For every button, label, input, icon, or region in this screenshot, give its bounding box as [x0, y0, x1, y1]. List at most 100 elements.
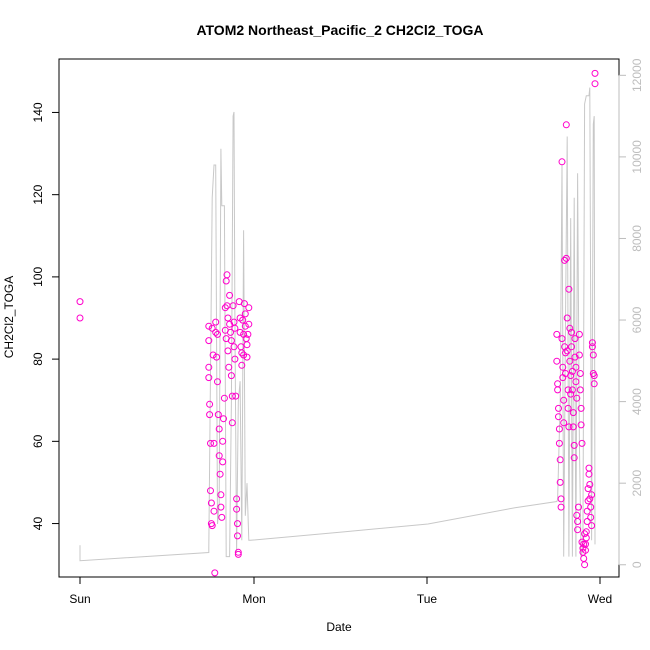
- data-point: [210, 439, 218, 447]
- data-point: [214, 378, 221, 386]
- data-point: [226, 291, 234, 299]
- data-point: [211, 569, 219, 577]
- y2-tick-label: 12000: [630, 58, 644, 92]
- y-tick-label: 100: [31, 267, 45, 287]
- x-axis-label: Date: [326, 620, 352, 634]
- data-point: [234, 532, 241, 540]
- data-point: [209, 351, 217, 359]
- data-point: [243, 353, 251, 361]
- data-point: [572, 378, 580, 386]
- data-point: [563, 314, 571, 322]
- y-tick-label: 60: [31, 434, 45, 448]
- data-point: [568, 367, 576, 375]
- data-point: [564, 404, 572, 412]
- x-tick-label: Sun: [69, 592, 90, 606]
- data-point: [229, 302, 237, 310]
- data-point: [554, 386, 562, 394]
- data-point: [555, 439, 563, 447]
- x-axis: Sun Mon Tue Wed: [69, 576, 612, 606]
- data-point: [207, 439, 214, 447]
- data-point: [566, 357, 574, 365]
- data-point: [234, 520, 241, 528]
- scatter-points: [76, 69, 599, 577]
- data-point: [571, 353, 579, 361]
- data-point: [76, 298, 84, 306]
- data-point: [231, 324, 239, 332]
- data-point: [215, 452, 223, 460]
- data-point: [225, 363, 233, 371]
- y2-tick-label: 10000: [630, 140, 644, 174]
- data-point: [584, 497, 592, 505]
- data-point: [569, 409, 577, 417]
- y2-tick-label: 6000: [630, 306, 644, 333]
- data-point: [223, 271, 231, 279]
- data-point: [227, 372, 235, 380]
- data-point: [573, 394, 581, 402]
- data-point: [581, 561, 589, 569]
- data-point: [556, 478, 564, 486]
- data-point: [228, 419, 236, 427]
- data-point: [205, 322, 213, 330]
- data-point: [224, 347, 232, 355]
- data-point: [568, 386, 576, 394]
- data-point: [224, 314, 232, 322]
- data-point: [577, 421, 585, 429]
- data-point: [218, 513, 226, 521]
- data-point: [216, 470, 224, 478]
- y-axis-left: 40 60 80 100 120 140: [31, 102, 60, 531]
- data-point: [231, 355, 239, 363]
- data-point: [561, 256, 569, 264]
- data-point: [583, 518, 591, 525]
- data-point: [220, 394, 228, 402]
- data-point: [572, 363, 580, 371]
- data-point: [585, 464, 593, 472]
- data-point: [590, 372, 598, 380]
- data-point: [215, 425, 223, 433]
- data-point: [553, 330, 561, 338]
- data-point: [240, 300, 248, 308]
- data-point: [562, 254, 570, 262]
- data-point: [213, 353, 221, 361]
- data-point: [232, 392, 240, 400]
- data-point: [587, 503, 595, 511]
- y2-tick-label: 0: [630, 561, 644, 568]
- y-tick-label: 80: [31, 352, 45, 366]
- data-point: [226, 320, 234, 328]
- data-point: [212, 328, 220, 336]
- y-tick-label: 40: [31, 517, 45, 531]
- data-point: [217, 503, 225, 511]
- data-point: [571, 335, 579, 343]
- data-point: [587, 513, 595, 521]
- data-point: [555, 404, 562, 412]
- data-point: [566, 324, 574, 332]
- data-point: [575, 503, 582, 511]
- data-point: [569, 423, 577, 431]
- data-point: [245, 304, 253, 312]
- data-point: [227, 337, 235, 345]
- data-point: [241, 310, 249, 318]
- data-point: [205, 337, 213, 345]
- data-point: [234, 548, 242, 556]
- data-point: [240, 351, 248, 359]
- data-point: [214, 330, 221, 338]
- data-point: [558, 335, 566, 343]
- data-point: [207, 487, 214, 495]
- data-point: [208, 522, 216, 530]
- data-point: [219, 458, 227, 466]
- data-point: [205, 374, 213, 382]
- y2-tick-label: 2000: [630, 470, 644, 497]
- data-point: [583, 507, 591, 515]
- data-point: [207, 499, 215, 507]
- data-point: [581, 530, 589, 538]
- data-point: [558, 158, 566, 166]
- data-point: [589, 351, 597, 359]
- data-point: [557, 495, 565, 503]
- x-tick-label: Mon: [242, 592, 265, 606]
- data-point: [206, 400, 214, 408]
- data-point: [567, 372, 575, 380]
- data-point: [230, 343, 238, 351]
- data-point: [206, 411, 214, 419]
- data-point: [208, 324, 216, 332]
- data-point: [555, 413, 562, 421]
- data-point: [212, 318, 220, 326]
